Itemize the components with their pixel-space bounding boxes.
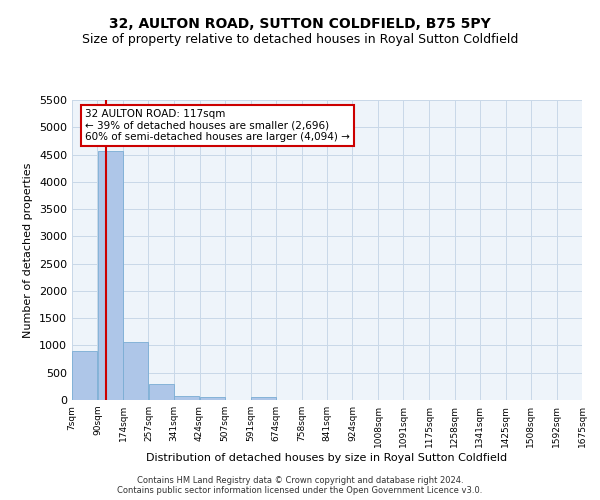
Bar xyxy=(72,352,97,400)
Y-axis label: Number of detached properties: Number of detached properties xyxy=(23,162,34,338)
Bar xyxy=(98,152,123,400)
Bar xyxy=(251,397,276,400)
Bar xyxy=(149,384,174,400)
Bar xyxy=(123,342,148,400)
Text: 32, AULTON ROAD, SUTTON COLDFIELD, B75 5PY: 32, AULTON ROAD, SUTTON COLDFIELD, B75 5… xyxy=(109,18,491,32)
Bar xyxy=(200,396,225,400)
Text: Contains HM Land Registry data © Crown copyright and database right 2024.
Contai: Contains HM Land Registry data © Crown c… xyxy=(118,476,482,495)
Bar xyxy=(174,396,199,400)
Text: Size of property relative to detached houses in Royal Sutton Coldfield: Size of property relative to detached ho… xyxy=(82,32,518,46)
X-axis label: Distribution of detached houses by size in Royal Sutton Coldfield: Distribution of detached houses by size … xyxy=(146,452,508,462)
Text: 32 AULTON ROAD: 117sqm
← 39% of detached houses are smaller (2,696)
60% of semi-: 32 AULTON ROAD: 117sqm ← 39% of detached… xyxy=(85,109,350,142)
